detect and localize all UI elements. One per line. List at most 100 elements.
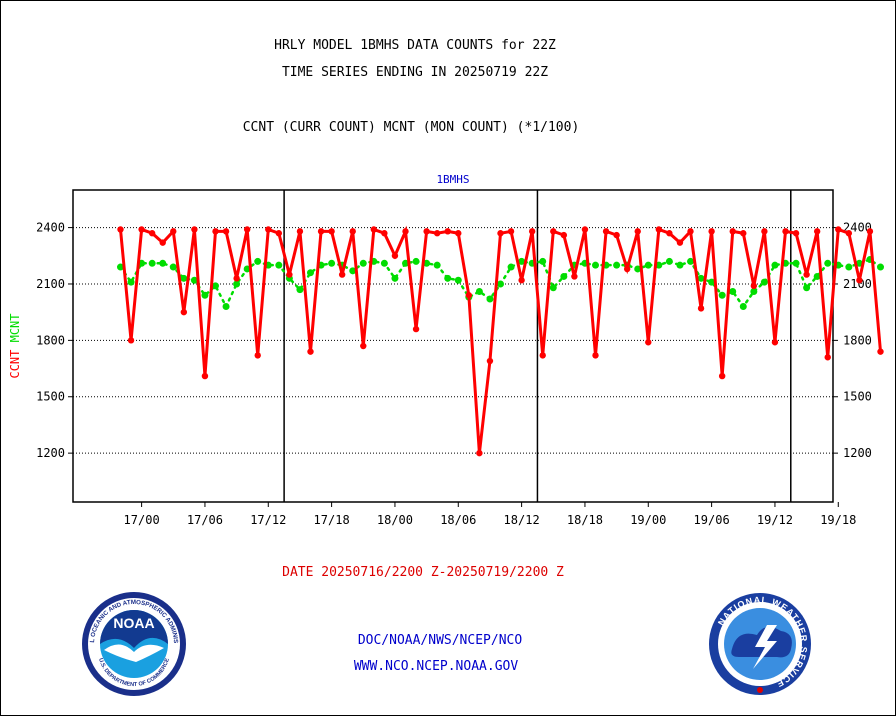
x-tick-label-18/06: 18/06 [440, 513, 476, 527]
ccnt-point-26 [391, 252, 399, 259]
mcnt-point-50 [644, 261, 652, 269]
ccnt-point-47 [613, 231, 620, 239]
ccnt-point-17 [296, 228, 304, 235]
ccnt-point-9 [212, 228, 219, 235]
mcnt-point-9 [212, 282, 219, 290]
mcnt-point-25 [380, 259, 388, 267]
noaa-logo-icon: NOAA NATIONAL OCEANIC AND ATMOSPHERIC AD… [80, 590, 186, 696]
y-tick-label-right-1200: 1200 [843, 446, 872, 460]
mcnt-point-60 [750, 287, 758, 295]
ccnt-point-8 [201, 372, 209, 380]
ccnt-point-13 [254, 352, 261, 359]
mcnt-point-5 [169, 263, 177, 271]
ccnt-point-72 [877, 348, 884, 355]
ccnt-point-11 [233, 275, 240, 282]
ccnt-point-39 [528, 228, 536, 235]
mcnt-point-11 [233, 280, 241, 288]
mcnt-point-69 [845, 263, 853, 271]
mcnt-point-22 [349, 267, 357, 275]
mcnt-point-57 [718, 291, 726, 299]
mcnt-point-13 [254, 257, 262, 265]
mcnt-point-1 [127, 278, 135, 286]
mcnt-point-10 [222, 303, 230, 311]
mcnt-point-34 [475, 287, 483, 295]
mcnt-point-47 [613, 261, 621, 269]
x-tick-label-19/18: 19/18 [820, 513, 856, 527]
mcnt-point-72 [877, 263, 884, 271]
mcnt-point-41 [549, 284, 557, 292]
mcnt-point-66 [813, 272, 821, 280]
mcnt-point-55 [697, 274, 705, 282]
ccnt-point-71 [866, 228, 874, 235]
nws-logo-icon: NATIONAL WEATHER SERVICE [709, 593, 811, 695]
ccnt-point-62 [771, 339, 779, 346]
x-tick-label-19/06: 19/06 [694, 513, 730, 527]
ccnt-point-55 [697, 305, 705, 312]
ccnt-point-70 [856, 277, 863, 284]
ccnt-point-27 [402, 228, 409, 235]
ccnt-point-2 [138, 226, 145, 233]
ccnt-point-61 [761, 228, 768, 235]
y-axis-label-mcnt: MCNT [8, 313, 22, 342]
ccnt-point-12 [243, 226, 251, 233]
ccnt-point-25 [381, 230, 388, 237]
ccnt-point-45 [592, 352, 599, 359]
ccnt-point-14 [265, 226, 272, 233]
y-tick-label-left-1500: 1500 [36, 390, 65, 404]
ccnt-point-38 [518, 277, 525, 284]
ccnt-point-23 [360, 342, 367, 350]
x-tick-label-19/12: 19/12 [757, 513, 793, 527]
mcnt-point-38 [518, 257, 526, 265]
y-tick-label-right-1800: 1800 [843, 333, 872, 347]
org-path-label: DOC/NOAA/NWS/NCEP/NCO [357, 633, 523, 648]
mcnt-point-61 [760, 278, 768, 286]
mcnt-point-58 [729, 287, 737, 295]
ccnt-point-49 [634, 228, 641, 235]
ccnt-point-48 [623, 265, 631, 273]
mcnt-point-65 [803, 284, 811, 292]
mcnt-point-59 [739, 303, 747, 311]
ccnt-point-58 [729, 228, 736, 235]
ccnt-point-65 [803, 271, 810, 278]
ccnt-point-59 [740, 230, 747, 237]
y-tick-label-left-1200: 1200 [36, 446, 65, 460]
ccnt-point-22 [349, 228, 356, 235]
mcnt-point-23 [359, 259, 367, 267]
ccnt-point-66 [813, 228, 821, 235]
mcnt-point-29 [423, 259, 431, 267]
x-tick-label-19/00: 19/00 [630, 513, 666, 527]
mcnt-point-27 [402, 259, 409, 267]
mcnt-point-20 [328, 259, 336, 267]
mcnt-point-3 [148, 259, 156, 267]
mcnt-point-37 [507, 263, 515, 271]
y-tick-label-left-1800: 1800 [36, 333, 65, 347]
ccnt-point-69 [845, 230, 853, 237]
ccnt-point-64 [792, 230, 800, 237]
x-tick-label-17/12: 17/12 [250, 513, 286, 527]
ccnt-point-18 [307, 348, 314, 355]
x-tick-label-17/18: 17/18 [314, 513, 350, 527]
ccnt-point-15 [275, 230, 283, 237]
plot-area [72, 189, 834, 503]
mcnt-point-67 [824, 259, 832, 267]
mcnt-point-17 [296, 286, 304, 294]
ccnt-point-24 [370, 226, 378, 233]
mcnt-point-4 [159, 259, 167, 267]
ccnt-point-50 [645, 339, 652, 346]
ccnt-point-31 [444, 228, 451, 235]
ccnt-point-28 [412, 325, 420, 333]
ccnt-point-6 [180, 308, 188, 316]
mcnt-point-49 [634, 265, 642, 273]
ccnt-point-56 [708, 228, 715, 235]
date-range-label: DATE 20250716/2200 Z-20250719/2200 Z [282, 565, 564, 580]
mcnt-point-15 [275, 261, 283, 269]
mcnt-point-7 [190, 276, 198, 284]
mcnt-point-53 [676, 261, 684, 269]
ccnt-point-16 [286, 271, 293, 278]
ccnt-point-52 [666, 230, 673, 237]
ccnt-point-30 [433, 230, 441, 237]
chart-title-line2: TIME SERIES ENDING IN 20250719 22Z [281, 65, 549, 80]
mcnt-point-32 [454, 276, 462, 284]
mcnt-point-45 [592, 261, 599, 269]
